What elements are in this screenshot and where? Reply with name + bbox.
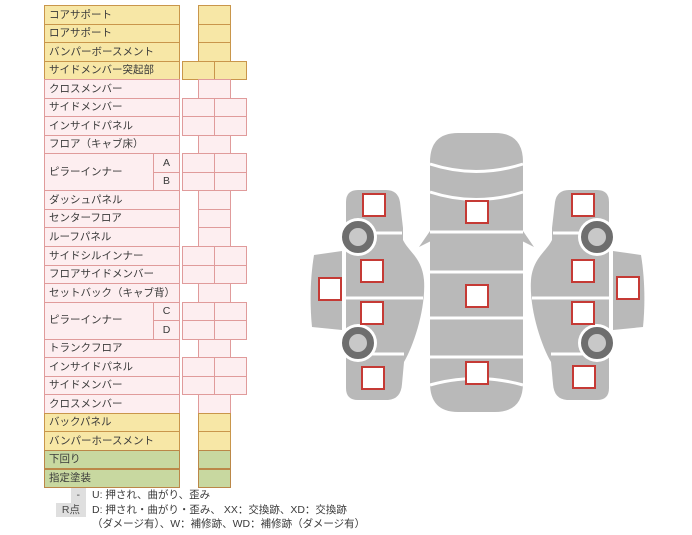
part-check-cell-right[interactable] <box>214 264 247 285</box>
part-row-label: インサイドパネル <box>44 116 180 136</box>
part-check-cell[interactable] <box>198 23 231 44</box>
damage-checkbox-left-side-rear-door-area[interactable] <box>360 301 384 325</box>
damage-checkbox-left-side-rear[interactable] <box>361 366 385 390</box>
part-check-cell[interactable] <box>198 5 231 25</box>
part-check-cell-left[interactable] <box>182 264 215 285</box>
part-check-cell-right[interactable] <box>214 116 247 136</box>
part-sub-label: D <box>153 320 180 340</box>
legend-text: D: 押され・曲がり・歪み、 XX：交換跡、XD：交換跡 <box>92 503 347 516</box>
part-check-cell[interactable] <box>198 208 231 229</box>
part-row-label: ルーフパネル <box>44 227 180 247</box>
part-check-cell-left[interactable] <box>182 301 215 322</box>
part-row-label: ピラーインナー <box>44 301 154 340</box>
part-row-label: サイドメンバー突起部 <box>44 60 180 81</box>
part-check-cell-right[interactable] <box>214 60 247 81</box>
part-check-cell-right[interactable] <box>214 97 247 118</box>
part-check-cell-left[interactable] <box>182 171 215 192</box>
part-sub-label: C <box>153 301 180 322</box>
part-check-cell[interactable] <box>198 283 231 303</box>
part-row-label: サイドメンバー <box>44 97 180 118</box>
part-check-cell[interactable] <box>198 449 231 470</box>
damage-checkbox-left-side-front[interactable] <box>362 193 386 217</box>
part-check-cell[interactable] <box>198 227 231 247</box>
part-row-label: 下回り <box>44 449 180 470</box>
part-check-cell-left[interactable] <box>182 375 215 396</box>
part-check-cell-left[interactable] <box>182 97 215 118</box>
damage-checkbox-right-side-rear[interactable] <box>572 365 596 389</box>
legend-key-badge: R点 <box>55 502 86 517</box>
parts-table: コアサポート ロアサポート バンパーボースメント サイドメンバー突起部 クロスメンバーサ… <box>44 0 254 495</box>
part-check-cell-right[interactable] <box>214 171 247 192</box>
part-check-cell-right[interactable] <box>214 246 247 266</box>
part-row-label: フロアサイドメンバー <box>44 264 180 285</box>
legend-text: （ダメージ有）、W：補修跡、WD：補修跡（ダメージ有） <box>92 518 366 530</box>
legend: - U: 押され、曲がり、歪み R点 D: 押され・曲がり・歪み、 XX：交換跡、XD… <box>55 488 365 532</box>
damage-checkbox-left-side-front-door-area[interactable] <box>360 259 384 283</box>
part-check-cell[interactable] <box>198 79 231 99</box>
part-check-cell[interactable] <box>198 42 231 62</box>
legend-line: （ダメージ有）、W：補修跡、WD：補修跡（ダメージ有） <box>55 517 365 532</box>
part-row-label: バックパネル <box>44 412 180 433</box>
part-check-cell-left[interactable] <box>182 357 215 377</box>
damage-checkbox-right-side-door-panel[interactable] <box>616 276 640 300</box>
legend-key-badge: - <box>70 488 86 503</box>
part-row-label: ピラーインナー <box>44 153 154 192</box>
part-row-label: コアサポート <box>44 5 180 25</box>
legend-text: U: 押され、曲がり、歪み <box>92 489 211 501</box>
part-row-label: トランクフロア <box>44 338 180 359</box>
part-check-cell[interactable] <box>198 338 231 359</box>
part-sub-label: A <box>153 153 180 173</box>
part-check-cell[interactable] <box>198 412 231 433</box>
part-check-cell-left[interactable] <box>182 246 215 266</box>
part-check-cell[interactable] <box>198 431 231 451</box>
part-check-cell-right[interactable] <box>214 357 247 377</box>
part-check-cell-right[interactable] <box>214 320 247 340</box>
part-row-label: クロスメンバー <box>44 79 180 99</box>
part-row-label: サイドシルインナー <box>44 246 180 266</box>
part-row-label: ロアサポート <box>44 23 180 44</box>
legend-line: - U: 押され、曲がり、歪み <box>55 488 365 503</box>
part-row-label: ダッシュパネル <box>44 190 180 210</box>
part-check-cell-left[interactable] <box>182 153 215 173</box>
part-row-label: インサイドパネル <box>44 357 180 377</box>
part-row-label: サイドメンバー <box>44 375 180 396</box>
part-check-cell-right[interactable] <box>214 153 247 173</box>
part-row-label: セットバック（キャブ背） <box>44 283 180 303</box>
part-check-cell-right[interactable] <box>214 375 247 396</box>
damage-checkbox-right-side-rear-door-area[interactable] <box>571 301 595 325</box>
damage-checkbox-left-side-door-panel[interactable] <box>318 277 342 301</box>
damage-checkbox-right-side-front-door-area[interactable] <box>571 259 595 283</box>
part-row-label: バンパーホースメント <box>44 431 180 451</box>
part-check-cell-left[interactable] <box>182 116 215 136</box>
damage-checkbox-top-view-trunk[interactable] <box>465 361 489 385</box>
damage-checkbox-right-side-front[interactable] <box>571 193 595 217</box>
damage-checkbox-top-view-hood[interactable] <box>465 200 489 224</box>
part-row-label: センターフロア <box>44 208 180 229</box>
part-check-cell[interactable] <box>198 190 231 210</box>
part-check-cell-left[interactable] <box>182 320 215 340</box>
legend-line: R点 D: 押され・曲がり・歪み、 XX：交換跡、XD：交換跡 <box>55 502 365 517</box>
part-check-cell-left[interactable] <box>182 60 215 81</box>
part-row-label: 指定塗装 <box>44 468 180 489</box>
part-row-label: バンパーボースメント <box>44 42 180 62</box>
part-check-cell[interactable] <box>198 394 231 414</box>
part-check-cell[interactable] <box>198 134 231 155</box>
part-row-label: フロア（キャブ床） <box>44 134 180 155</box>
part-row-label: クロスメンバー <box>44 394 180 414</box>
part-check-cell[interactable] <box>198 468 231 489</box>
damage-checkbox-top-view-roof[interactable] <box>465 284 489 308</box>
part-check-cell-right[interactable] <box>214 301 247 322</box>
part-sub-label: B <box>153 171 180 192</box>
